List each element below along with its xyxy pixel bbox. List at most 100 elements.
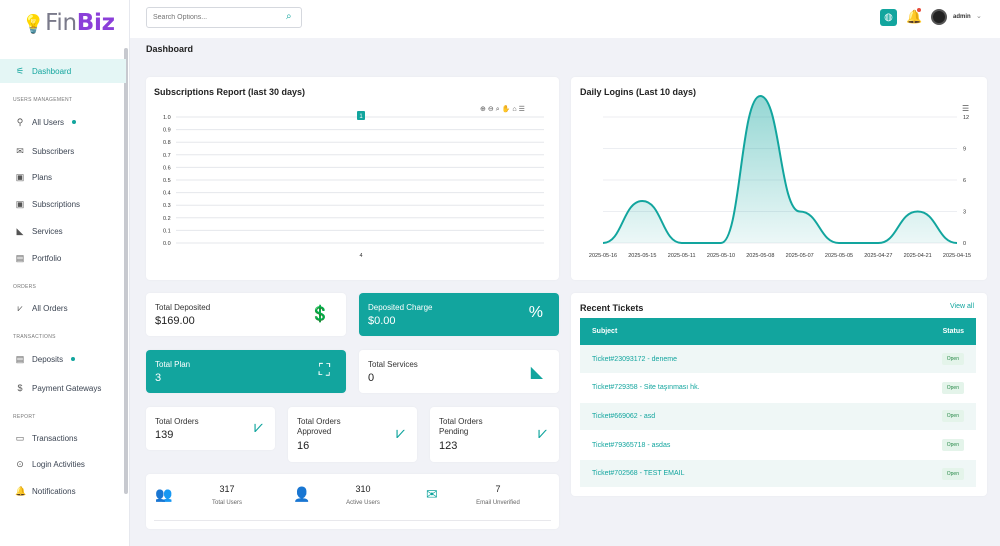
- sliders-icon: ⚟: [15, 65, 25, 76]
- table-row[interactable]: Ticket#702568 - TEST EMAIL Open: [580, 459, 976, 489]
- page-title: Dashboard: [146, 44, 194, 54]
- stat-label: Total Orders Approved: [297, 417, 341, 437]
- x-tick-label: 2025-05-15: [628, 253, 656, 259]
- globe-icon[interactable]: ◍: [880, 9, 897, 26]
- stat-total-orders[interactable]: Total Orders 139 ⩗: [146, 407, 275, 450]
- stat-label: Total Orders Pending: [439, 417, 483, 437]
- y-tick-label: 0.0: [163, 241, 171, 247]
- bell-icon[interactable]: 🔔: [906, 9, 923, 24]
- x-tick-label: 2025-04-15: [943, 253, 971, 259]
- section-transactions: TRANSACTIONS: [13, 334, 56, 340]
- hand-dollar-icon: 💲: [310, 306, 330, 323]
- sidebar-item-all-orders[interactable]: ⩗ All Orders: [0, 296, 126, 320]
- sidebar-scrollbar[interactable]: [124, 48, 128, 494]
- ticket-subject[interactable]: Ticket#702568 - TEST EMAIL: [580, 459, 866, 489]
- sidebar-item-login-activities[interactable]: ⊙ Login Activities: [0, 452, 126, 476]
- sidebar-item-dashboard[interactable]: ⚟ Dashboard: [0, 59, 126, 83]
- table-row[interactable]: Ticket#79365718 - asdas Open: [580, 430, 976, 460]
- menu-icon[interactable]: ☰: [962, 104, 970, 113]
- area-fill: [603, 96, 957, 243]
- stat-label: Email Unverified: [476, 500, 520, 506]
- stat-total-users: 317 Total Users: [172, 484, 282, 506]
- user-check-icon: 👤: [293, 486, 311, 502]
- briefcase-icon: ▤: [15, 252, 25, 263]
- login-icon: ⊙: [16, 458, 24, 469]
- sidebar-item-services[interactable]: ◣ Services: [0, 219, 126, 243]
- status-badge: Open: [941, 381, 964, 394]
- search-icon[interactable]: ⌕: [286, 11, 292, 22]
- sidebar-item-transactions[interactable]: ▭ Transactions: [0, 426, 126, 450]
- ticket-subject[interactable]: Ticket#23093172 - deneme: [580, 345, 866, 375]
- app-logo[interactable]: 💡FinBiz: [22, 10, 115, 36]
- sidebar-item-label: Subscriptions: [32, 199, 81, 209]
- topbar: ⌕ ◍ 🔔 admin ⌄: [130, 0, 1000, 38]
- x-tick-label: 2025-04-21: [904, 253, 932, 259]
- box-icon: ▣: [15, 198, 25, 209]
- stat-label: Total Plan: [155, 360, 191, 369]
- box-icon: ▣: [15, 171, 25, 182]
- sidebar-item-label: Notifications: [32, 486, 76, 496]
- chart-toolbar[interactable]: ⊕⊖⌕✋⌂☰: [480, 106, 527, 113]
- basket-icon: ⩗: [253, 419, 263, 436]
- section-users-management: USERS MANAGEMENT: [13, 97, 73, 103]
- stat-value: 0: [368, 372, 375, 384]
- table-row[interactable]: Ticket#669062 - asd Open: [580, 402, 976, 432]
- status-badge: Open: [941, 410, 964, 423]
- ticket-subject[interactable]: Ticket#79365718 - asdas: [580, 430, 866, 460]
- sidebar-item-label: Transactions: [32, 433, 78, 443]
- sidebar-item-notifications[interactable]: 🔔 Notifications: [0, 479, 126, 503]
- chart-title: Daily Logins (Last 10 days): [580, 87, 697, 97]
- user-name[interactable]: admin: [953, 14, 971, 20]
- sidebar-item-label: Payment Gateways: [32, 383, 102, 393]
- stat-value: 3: [155, 372, 162, 384]
- ticket-status-cell: Open: [865, 459, 976, 489]
- sidebar-item-payment-gateways[interactable]: $ Payment Gateways: [0, 376, 126, 400]
- stat-orders-approved[interactable]: Total Orders Approved 16 ⩗: [288, 407, 417, 462]
- ticket-subject[interactable]: Ticket#669062 - asd: [580, 402, 866, 432]
- stat-value: 7: [495, 484, 501, 494]
- ticket-subject[interactable]: Ticket#729358 - Site taşınması hk.: [580, 373, 866, 403]
- megaphone-icon: ◣: [16, 225, 24, 236]
- sidebar-item-all-users[interactable]: ⚲ All Users: [0, 110, 126, 134]
- stat-deposited-charge[interactable]: Deposited Charge $0.00 %: [359, 293, 559, 336]
- user-icon: ⚲: [16, 116, 24, 127]
- stat-label: Total Orders: [155, 417, 199, 426]
- y-tick-label: 0.3: [163, 203, 171, 209]
- table-row[interactable]: Ticket#729358 - Site taşınması hk. Open: [580, 373, 976, 403]
- stat-total-services[interactable]: Total Services 0 ◣: [359, 350, 559, 393]
- stat-email-unverified: 7 Email Unverified: [443, 484, 553, 506]
- column-header-status: Status: [865, 318, 976, 345]
- user-stats-card: [146, 474, 559, 529]
- avatar[interactable]: [931, 9, 947, 25]
- logins-chart: 12 9 6 3 0 2025-05-16 2025-05-15 2025-05-11 202…: [589, 94, 971, 259]
- stat-label: Deposited Charge: [368, 303, 433, 312]
- x-tick-label: 4: [359, 253, 362, 259]
- status-dot: [72, 120, 77, 124]
- stat-value: 16: [297, 440, 310, 452]
- sidebar-item-subscribers[interactable]: ✉ Subscribers: [0, 139, 126, 163]
- view-all-link[interactable]: View all: [950, 303, 974, 310]
- card-icon: ▭: [15, 432, 25, 443]
- status-dot: [71, 357, 76, 361]
- section-orders: ORDERS: [13, 284, 37, 290]
- sidebar-item-portfolio[interactable]: ▤ Portfolio: [0, 246, 126, 270]
- chevron-down-icon[interactable]: ⌄: [976, 13, 982, 20]
- sidebar-item-label: All Users: [32, 117, 65, 127]
- search-input[interactable]: [146, 7, 302, 28]
- stat-total-plan[interactable]: Total Plan 3 ⛶: [146, 350, 346, 393]
- stat-total-deposited[interactable]: Total Deposited $169.00 💲: [146, 293, 346, 336]
- mail-icon: ✉: [426, 486, 438, 502]
- table-row[interactable]: Ticket#23093172 - deneme Open: [580, 345, 976, 375]
- sidebar-item-label: Deposits: [32, 354, 64, 364]
- y-tick-label: 0: [963, 241, 966, 247]
- sidebar-item-label: Subscribers: [32, 146, 75, 156]
- x-tick-label: 2025-05-11: [668, 253, 696, 259]
- percent-icon: %: [528, 304, 543, 321]
- stat-orders-pending[interactable]: Total Orders Pending 123 ⩗: [430, 407, 559, 462]
- basket-icon: ⩗: [537, 425, 547, 442]
- sidebar-item-subscriptions[interactable]: ▣ Subscriptions: [0, 192, 126, 216]
- megaphone-icon: ◣: [530, 364, 543, 381]
- sidebar-item-plans[interactable]: ▣ Plans: [0, 165, 126, 189]
- sidebar-item-deposits[interactable]: ▤ Deposits: [0, 347, 126, 371]
- y-tick-label: 0.4: [163, 191, 171, 197]
